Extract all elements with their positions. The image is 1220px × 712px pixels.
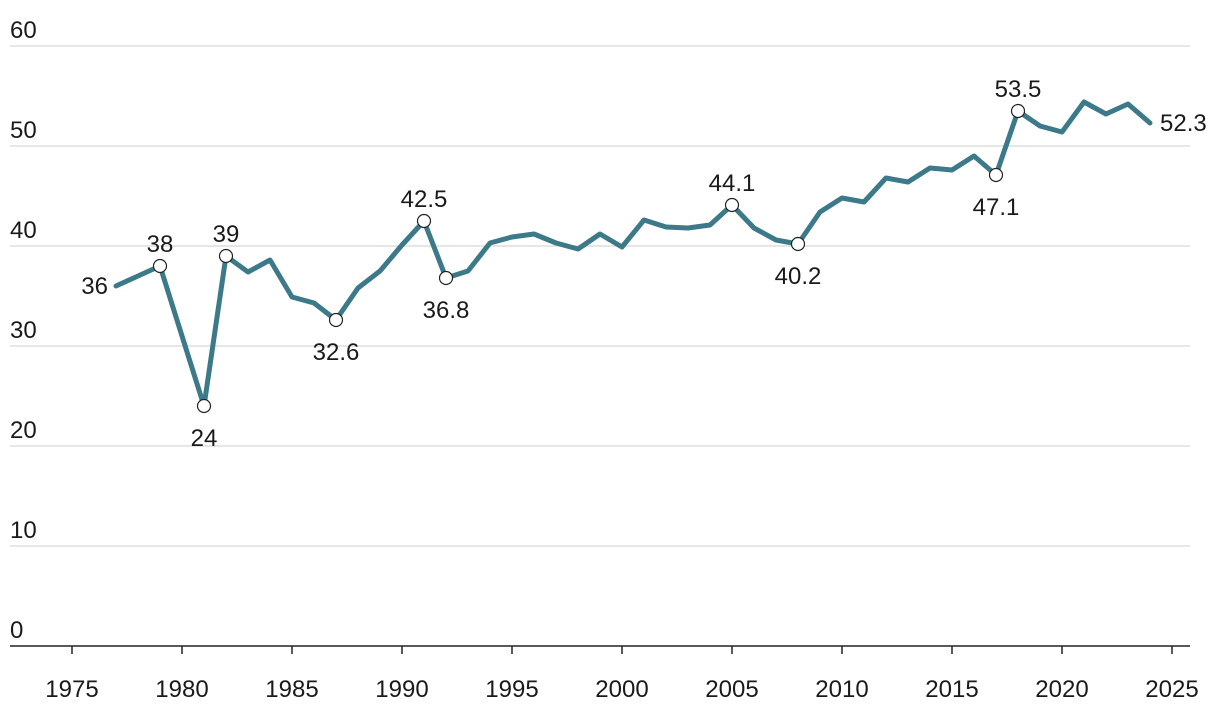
data-point-marker [1010,103,1026,119]
data-markers [152,103,1026,414]
x-tick-label: 2000 [595,676,648,703]
data-label: 32.6 [313,339,360,366]
y-axis: 0 10 20 30 40 50 60 [10,17,37,644]
x-tick-label: 2005 [705,676,758,703]
data-point-marker [196,398,212,414]
data-point-marker [988,167,1004,183]
data-label: 24 [191,425,218,452]
data-point-marker [438,270,454,286]
x-tick-label: 1975 [45,676,98,703]
data-point-marker [790,236,806,252]
data-label: 44.1 [709,170,756,197]
x-tick-label: 1995 [485,676,538,703]
y-tick-label: 60 [10,17,37,44]
data-label: 53.5 [995,76,1042,103]
series-line [113,99,1153,409]
x-tick-label: 2020 [1035,676,1088,703]
data-label: 39 [213,221,240,248]
x-tick-label: 2025 [1145,676,1198,703]
gridlines [10,45,1190,547]
data-label: 40.2 [775,263,822,290]
data-label: 52.3 [1160,110,1207,137]
y-tick-label: 50 [10,117,37,144]
data-label: 36.8 [423,297,470,324]
data-label: 36 [81,273,108,300]
data-point-marker [416,213,432,229]
y-tick-label: 20 [10,417,37,444]
series-line-group [113,99,1153,409]
y-tick-label: 0 [10,617,23,644]
y-tick-label: 10 [10,517,37,544]
y-tick-label: 30 [10,317,37,344]
data-labels: 36 38 24 39 32.6 42.5 36.8 44.1 40.2 47.1 53.5 52.3 [81,76,1206,452]
data-label: 42.5 [401,186,448,213]
x-tick-label: 2010 [815,676,868,703]
data-point-marker [152,258,168,274]
x-tick-label: 1980 [155,676,208,703]
data-point-marker [218,248,234,264]
data-point-marker [328,312,344,328]
x-tick-label: 2015 [925,676,978,703]
x-axis: 1975 1980 1985 1990 1995 2000 2005 2010 2015 2020… [10,645,1199,703]
data-label: 38 [147,231,174,258]
data-point-marker [724,197,740,213]
data-label: 47.1 [973,194,1020,221]
x-tick-label: 1990 [375,676,428,703]
x-tick-label: 1985 [265,676,318,703]
y-tick-label: 40 [10,217,37,244]
